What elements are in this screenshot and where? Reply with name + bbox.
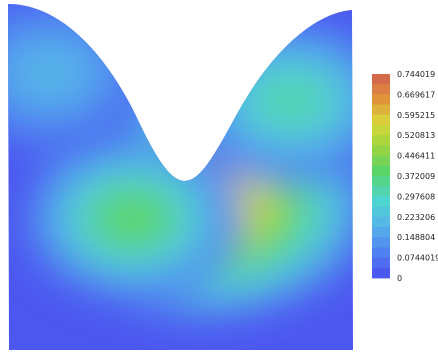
heatmap-field — [8, 4, 353, 350]
colorbar-band — [372, 125, 390, 136]
colorbar-band — [372, 196, 390, 207]
heatmap-hotspot-ring — [99, 194, 166, 243]
colorbar-band — [372, 216, 390, 228]
colorbar-tick-label: 0.520813 — [397, 131, 435, 140]
colorbar-tick-label: 0.669617 — [397, 90, 435, 99]
colorbar-band — [372, 165, 390, 177]
colorbar-band — [372, 114, 390, 126]
colorbar-tick-label: 0.297608 — [397, 192, 435, 201]
colorbar-tick-label: 0.223206 — [397, 213, 435, 222]
colorbar-band — [372, 155, 390, 167]
colorbar — [372, 74, 390, 279]
colorbar-band — [372, 84, 390, 95]
colorbar-band — [372, 176, 390, 187]
colorbar-tick-label: 0.0744019 — [397, 254, 438, 263]
heatmap-hotspot-ring — [16, 49, 83, 98]
colorbar-tick-label: 0 — [397, 274, 402, 283]
colorbar-band — [372, 257, 390, 269]
colorbar-band — [372, 135, 390, 146]
colorbar-band — [372, 227, 390, 238]
colorbar-tick-label: 0.372009 — [397, 172, 435, 181]
heatmap-hotspot-ring — [258, 76, 325, 125]
colorbar-tick-label: 0.595215 — [397, 111, 435, 120]
colorbar-tick-label: 0.148804 — [397, 233, 435, 242]
colorbar-tick-label: 0.744019 — [397, 70, 435, 79]
colorbar-band — [372, 186, 390, 197]
colorbar-labels: 0.744019 0.669617 0.595215 0.520813 0.446411… — [397, 70, 438, 283]
colorbar-band — [372, 104, 390, 116]
colorbar-band — [372, 94, 390, 105]
colorbar-band — [372, 267, 390, 279]
colorbar-band — [372, 206, 390, 218]
colorbar-band — [372, 237, 390, 248]
colorbar-band — [372, 247, 390, 258]
colorbar-band — [372, 74, 390, 85]
colorbar-tick-label: 0.446411 — [397, 152, 435, 161]
colorbar-band — [372, 145, 390, 156]
